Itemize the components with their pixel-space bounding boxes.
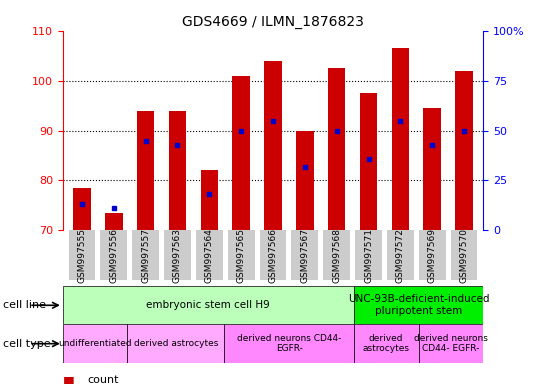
Text: GDS4669 / ILMN_1876823: GDS4669 / ILMN_1876823 <box>182 15 364 29</box>
Text: GSM997569: GSM997569 <box>428 228 437 283</box>
Bar <box>169 111 186 230</box>
Text: GSM997563: GSM997563 <box>173 228 182 283</box>
Text: derived neurons
CD44- EGFR-: derived neurons CD44- EGFR- <box>414 334 488 353</box>
Bar <box>328 68 346 230</box>
Bar <box>455 71 473 230</box>
Bar <box>260 230 286 280</box>
Bar <box>228 230 254 280</box>
Text: ■: ■ <box>63 374 75 384</box>
Bar <box>224 324 354 363</box>
Bar <box>164 230 191 280</box>
Bar <box>360 93 377 230</box>
Text: GSM997572: GSM997572 <box>396 228 405 283</box>
Text: derived astrocytes: derived astrocytes <box>134 339 218 348</box>
Bar <box>419 230 446 280</box>
Bar <box>419 324 483 363</box>
Bar <box>105 213 122 230</box>
Text: count: count <box>87 375 119 384</box>
Bar <box>196 230 223 280</box>
Bar <box>354 324 419 363</box>
Text: GSM997570: GSM997570 <box>460 228 468 283</box>
Bar <box>200 170 218 230</box>
Text: GSM997556: GSM997556 <box>109 228 118 283</box>
Text: cell line: cell line <box>3 300 46 310</box>
Text: GSM997571: GSM997571 <box>364 228 373 283</box>
Text: embryonic stem cell H9: embryonic stem cell H9 <box>146 300 270 310</box>
Bar <box>69 230 96 280</box>
Bar <box>355 230 382 280</box>
Bar <box>424 108 441 230</box>
Bar <box>137 111 155 230</box>
Text: GSM997555: GSM997555 <box>78 228 86 283</box>
Text: undifferentiated: undifferentiated <box>58 339 132 348</box>
Text: GSM997568: GSM997568 <box>332 228 341 283</box>
Bar <box>292 230 318 280</box>
Text: GSM997567: GSM997567 <box>300 228 310 283</box>
Text: GSM997564: GSM997564 <box>205 228 214 283</box>
Bar <box>73 188 91 230</box>
Text: derived neurons CD44-
EGFR-: derived neurons CD44- EGFR- <box>237 334 341 353</box>
Bar <box>296 131 313 230</box>
Bar <box>391 48 409 230</box>
Text: cell type: cell type <box>3 339 50 349</box>
Text: GSM997557: GSM997557 <box>141 228 150 283</box>
Text: GSM997565: GSM997565 <box>236 228 246 283</box>
Bar <box>450 230 477 280</box>
Bar <box>100 230 127 280</box>
Bar <box>127 324 224 363</box>
Bar <box>387 230 414 280</box>
Text: UNC-93B-deficient-induced
pluripotent stem: UNC-93B-deficient-induced pluripotent st… <box>348 295 489 316</box>
Bar <box>63 324 127 363</box>
Bar <box>63 286 354 324</box>
Text: derived
astrocytes: derived astrocytes <box>363 334 410 353</box>
Bar <box>323 230 350 280</box>
Bar <box>354 286 483 324</box>
Bar <box>264 61 282 230</box>
Bar <box>233 76 250 230</box>
Bar <box>132 230 159 280</box>
Text: GSM997566: GSM997566 <box>269 228 277 283</box>
